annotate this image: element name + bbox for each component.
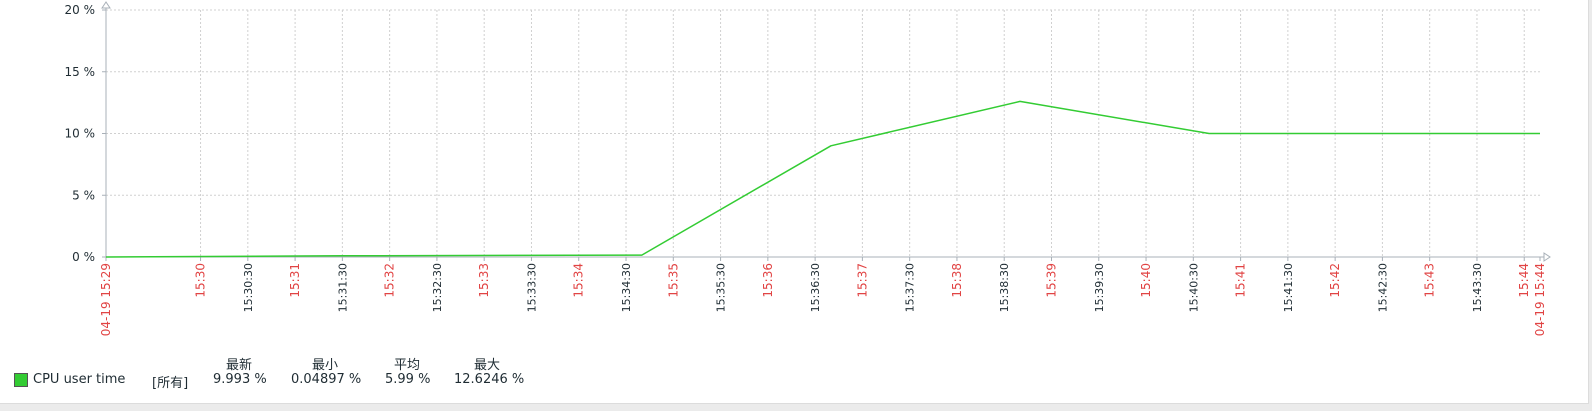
x-tick-label: 15:37	[855, 263, 869, 298]
x-tick-label: 15:31:30	[336, 263, 349, 312]
series-avg-value: 5.99 %	[385, 372, 431, 387]
x-tick-label: 15:30	[194, 263, 208, 298]
x-tick-label: 15:40:30	[1187, 263, 1200, 312]
y-tick-label: 15 %	[65, 65, 96, 79]
x-tick-label: 15:38:30	[998, 263, 1011, 312]
x-tick-label: 15:42:30	[1376, 263, 1389, 312]
x-tick-label: 15:32:30	[431, 263, 444, 312]
x-tick-label: 15:30:30	[242, 263, 255, 312]
x-tick-label: 15:40	[1139, 263, 1153, 298]
y-tick-label: 0 %	[72, 250, 95, 264]
legend-header-avg: 平均	[394, 358, 421, 373]
x-tick-label: 15:35	[666, 263, 680, 298]
x-tick-label: 15:41:30	[1282, 263, 1295, 312]
x-tick-label: 15:35:30	[715, 263, 728, 312]
x-tick-label: 15:31	[288, 263, 302, 298]
x-tick-label: 15:32	[383, 263, 397, 298]
series-min-value: 0.04897 %	[291, 372, 362, 387]
legend-header-min: 最小	[312, 358, 339, 373]
x-tick-label: 15:42	[1328, 263, 1342, 298]
x-tick-label: 15:43:30	[1471, 263, 1484, 312]
x-tick-label: 15:33:30	[525, 263, 538, 312]
x-tick-label: 15:44	[1517, 263, 1531, 298]
x-tick-label: 15:36	[761, 263, 775, 298]
series-max-value: 12.6246 %	[454, 372, 525, 387]
x-tick-label: 04-19 15:44	[1533, 263, 1547, 336]
y-tick-label: 10 %	[65, 127, 96, 141]
x-tick-label: 15:37:30	[904, 263, 917, 312]
legend-header-last: 最新	[226, 358, 253, 373]
x-tick-label: 15:34:30	[620, 263, 633, 312]
y-tick-label: 5 %	[72, 188, 95, 202]
x-axis-arrow	[1543, 252, 1551, 262]
x-tick-label: 15:34	[572, 263, 586, 298]
x-tick-label: 15:38	[950, 263, 964, 298]
series-line	[105, 100, 1540, 258]
x-tick-label: 15:33	[477, 263, 491, 298]
x-tick-label: 15:41	[1234, 263, 1248, 298]
x-tick-label: 15:39:30	[1093, 263, 1106, 312]
x-tick-label: 15:36:30	[809, 263, 822, 312]
legend: 最新 最小 平均 最大 CPU user time [所有] 9.993 % 0…	[14, 352, 574, 397]
x-tick-label: 04-19 15:29	[99, 263, 113, 336]
series-name: CPU user time	[33, 372, 126, 387]
x-tick-label: 15:39	[1044, 263, 1058, 298]
series-last-value: 9.993 %	[213, 372, 267, 387]
series-function: [所有]	[152, 376, 189, 391]
y-tick-label: 20 %	[65, 3, 96, 17]
legend-row: CPU user time [所有] 9.993 % 0.04897 % 5.9…	[14, 372, 574, 391]
series-color-swatch	[14, 373, 28, 387]
x-tick-label: 15:43	[1423, 263, 1437, 298]
legend-header-max: 最大	[474, 358, 501, 373]
cpu-user-time-chart: 0 % 5 % 10 % 15 % 20 % 04-19 15:29 15:30 15:30:…	[65, 1, 1551, 336]
y-axis-arrow	[101, 1, 111, 9]
